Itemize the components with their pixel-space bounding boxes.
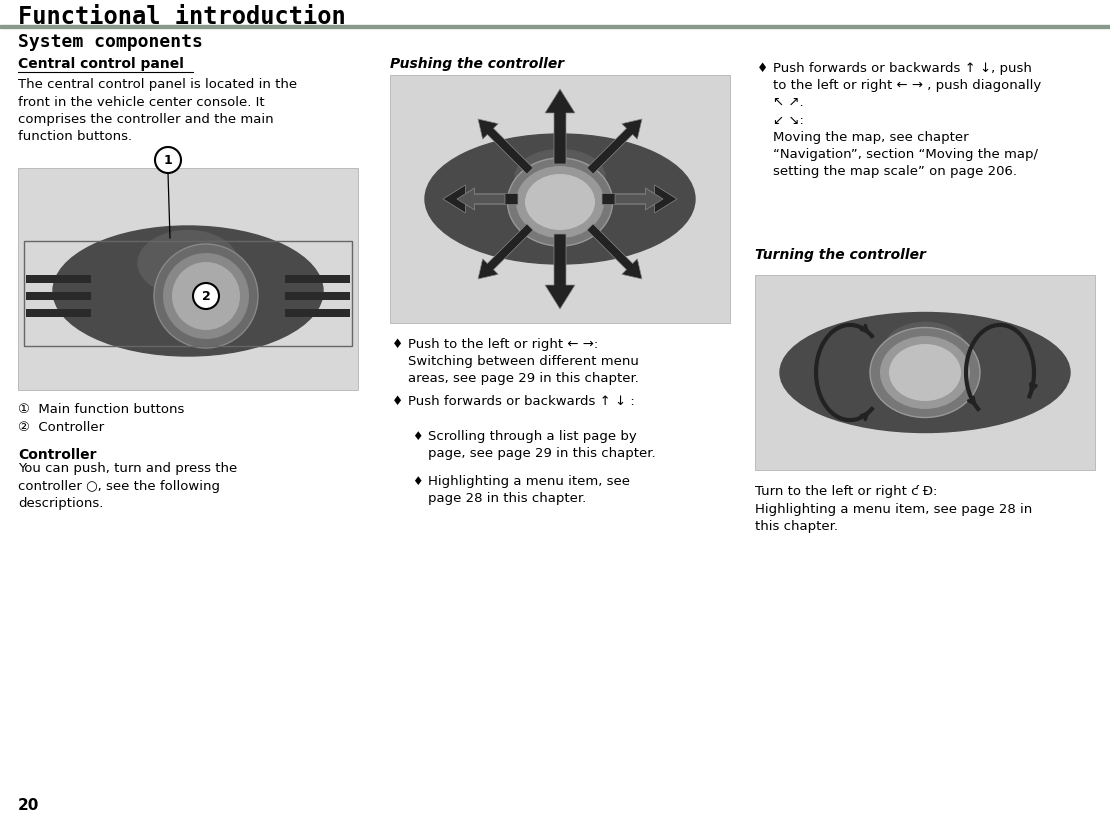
Circle shape [172, 262, 240, 330]
Bar [285, 309, 350, 317]
Circle shape [163, 253, 249, 339]
Ellipse shape [516, 166, 604, 238]
Text: ♦: ♦ [412, 430, 423, 443]
Text: 1: 1 [163, 154, 172, 167]
Bar [26, 275, 91, 283]
Text: The central control panel is located in the
front in the vehicle center console.: The central control panel is located in … [18, 78, 297, 144]
Text: ①  Main function buttons
②  Controller: ① Main function buttons ② Controller [18, 403, 184, 434]
Ellipse shape [138, 231, 238, 295]
Ellipse shape [525, 174, 595, 230]
Text: Highlighting a menu item, see
page 28 in this chapter.: Highlighting a menu item, see page 28 in… [428, 475, 630, 505]
Ellipse shape [780, 312, 1070, 433]
Ellipse shape [515, 150, 605, 205]
Text: Push forwards or backwards ↑ ↓, push
to the left or right ← → , push diagonally
: Push forwards or backwards ↑ ↓, push to … [773, 62, 1041, 178]
Text: ♦: ♦ [392, 338, 403, 351]
Text: Central control panel: Central control panel [18, 57, 184, 71]
Text: ♦: ♦ [412, 475, 423, 488]
Text: System components: System components [18, 33, 203, 51]
Text: Pushing the controller: Pushing the controller [390, 57, 564, 71]
FancyArrow shape [457, 188, 505, 210]
Text: ♦: ♦ [757, 62, 768, 75]
Text: Turning the controller: Turning the controller [755, 248, 926, 262]
FancyArrow shape [602, 185, 677, 213]
Bar [285, 275, 350, 283]
Circle shape [155, 147, 181, 173]
FancyArrow shape [478, 224, 533, 279]
Ellipse shape [889, 344, 961, 401]
Bar [390, 75, 730, 323]
Ellipse shape [53, 226, 323, 356]
Ellipse shape [885, 323, 965, 372]
Text: Push forwards or backwards ↑ ↓ :: Push forwards or backwards ↑ ↓ : [408, 395, 635, 408]
Text: You can push, turn and press the
controller ○, see the following
descriptions.: You can push, turn and press the control… [18, 462, 238, 510]
Text: Scrolling through a list page by
page, see page 29 in this chapter.: Scrolling through a list page by page, s… [428, 430, 656, 460]
Text: Controller: Controller [18, 448, 97, 462]
Bar [24, 241, 352, 346]
Bar [18, 168, 359, 390]
Circle shape [193, 283, 219, 309]
Bar [285, 292, 350, 300]
Bar [0, 25, 1110, 28]
Ellipse shape [507, 158, 613, 246]
FancyArrow shape [545, 234, 575, 309]
Text: Push to the left or right ← →:
Switching between different menu
areas, see page : Push to the left or right ← →: Switching… [408, 338, 639, 385]
Text: ♦: ♦ [392, 395, 403, 408]
Text: Functional introduction: Functional introduction [18, 5, 345, 29]
Ellipse shape [425, 134, 695, 264]
FancyArrow shape [545, 89, 575, 164]
Bar [26, 292, 91, 300]
Ellipse shape [870, 328, 980, 418]
FancyArrow shape [443, 185, 518, 213]
FancyArrow shape [478, 119, 533, 174]
Bar [26, 309, 91, 317]
FancyArrow shape [587, 119, 642, 174]
Bar [755, 275, 1094, 470]
Text: 2: 2 [202, 289, 211, 302]
Circle shape [154, 244, 258, 348]
Ellipse shape [880, 336, 970, 409]
Text: 20: 20 [18, 798, 39, 813]
FancyArrow shape [587, 224, 642, 279]
FancyArrow shape [615, 188, 663, 210]
Text: Turn to the left or right ƈ Ɖ:
Highlighting a menu item, see page 28 in
this cha: Turn to the left or right ƈ Ɖ: Highlight… [755, 485, 1032, 533]
